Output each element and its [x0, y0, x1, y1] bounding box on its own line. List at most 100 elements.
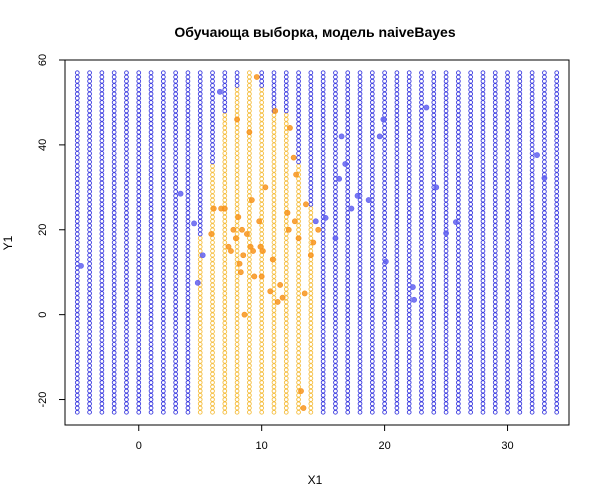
grid-point-blue	[173, 91, 178, 97]
grid-point-blue	[173, 117, 178, 122]
grid-point-orange	[271, 303, 277, 309]
grid-point-blue	[382, 282, 387, 288]
grid-point-blue	[99, 244, 105, 250]
grid-point-blue	[431, 409, 437, 415]
grid-point-blue	[542, 384, 547, 390]
grid-point-orange	[271, 112, 277, 118]
grid-point-blue	[394, 176, 400, 182]
grid-point-blue	[160, 167, 166, 173]
grid-point-blue	[406, 155, 412, 160]
grid-point-orange	[308, 401, 314, 407]
grid-point-blue	[345, 257, 351, 262]
grid-point-blue	[173, 104, 178, 110]
grid-point-blue	[369, 295, 375, 301]
grid-point-orange	[247, 134, 252, 139]
grid-point-blue	[124, 375, 129, 381]
grid-point-orange	[222, 223, 228, 228]
grid-point-blue	[443, 206, 449, 211]
grid-point-blue	[124, 265, 129, 271]
grid-point-blue	[136, 112, 142, 118]
grid-point-blue	[382, 299, 387, 305]
grid-point-blue	[173, 197, 178, 203]
grid-point-blue	[480, 134, 486, 139]
grid-point-blue	[74, 269, 80, 275]
grid-point-blue	[492, 206, 498, 211]
grid-point-orange	[308, 214, 314, 220]
grid-point-blue	[320, 325, 326, 330]
grid-point-blue	[382, 121, 387, 127]
grid-point-blue	[160, 193, 166, 199]
grid-point-orange	[259, 329, 265, 334]
grid-point-blue	[369, 235, 375, 241]
grid-point-blue	[419, 346, 424, 351]
grid-point-blue	[394, 265, 400, 271]
grid-point-orange	[296, 375, 301, 381]
grid-point-orange	[222, 320, 228, 326]
grid-point-orange	[247, 180, 252, 186]
grid-point-blue	[210, 112, 215, 118]
grid-point-blue	[431, 91, 437, 97]
grid-point-blue	[296, 108, 301, 114]
grid-point-blue	[406, 244, 412, 250]
grid-point-blue	[468, 265, 474, 271]
grid-point-blue	[87, 329, 92, 334]
grid-point-blue	[333, 248, 338, 254]
grid-point-blue	[517, 193, 523, 199]
grid-point-blue	[99, 210, 105, 216]
grid-point-blue	[443, 257, 449, 262]
grid-point-blue	[443, 384, 449, 390]
grid-point-blue	[74, 129, 80, 135]
grid-point-blue	[345, 367, 351, 373]
grid-point-blue	[529, 291, 535, 296]
grid-point-orange	[247, 227, 252, 233]
grid-point-blue	[419, 125, 424, 131]
grid-point-blue	[357, 201, 363, 207]
grid-point-blue	[456, 112, 461, 118]
grid-point-orange	[271, 210, 277, 216]
grid-point-blue	[431, 129, 437, 135]
grid-point-blue	[431, 261, 437, 267]
grid-point-blue	[431, 240, 437, 245]
grid-point-blue	[542, 320, 547, 326]
grid-point-blue	[111, 244, 117, 250]
grid-point-orange	[259, 337, 265, 343]
grid-point-blue	[87, 363, 92, 368]
grid-point-blue	[468, 235, 474, 241]
grid-point-blue	[431, 282, 437, 288]
grid-point-blue	[505, 163, 510, 169]
grid-point-blue	[111, 78, 117, 84]
grid-point-blue	[357, 269, 363, 275]
train-point-orange	[291, 218, 298, 225]
grid-point-blue	[468, 159, 474, 165]
grid-point-blue	[456, 104, 461, 110]
grid-point-blue	[99, 257, 105, 262]
grid-point-orange	[296, 363, 301, 368]
grid-point-blue	[173, 78, 178, 84]
train-point-orange	[298, 388, 304, 394]
grid-point-blue	[124, 91, 129, 97]
grid-point-blue	[173, 180, 178, 186]
grid-point-blue	[99, 346, 105, 351]
grid-point-blue	[492, 333, 498, 339]
grid-point-orange	[259, 388, 265, 394]
grid-point-blue	[160, 184, 166, 190]
grid-point-blue	[74, 308, 80, 313]
grid-point-blue	[492, 282, 498, 288]
grid-point-blue	[357, 146, 363, 152]
grid-point-orange	[296, 189, 301, 194]
grid-point-orange	[271, 197, 277, 203]
grid-point-blue	[480, 201, 486, 207]
grid-point-blue	[357, 291, 363, 296]
grid-point-blue	[173, 189, 178, 194]
grid-point-blue	[173, 100, 178, 105]
grid-point-blue	[111, 409, 117, 415]
grid-point-blue	[74, 342, 80, 347]
grid-point-blue	[394, 312, 400, 318]
grid-point-blue	[394, 320, 400, 326]
grid-point-blue	[99, 108, 105, 114]
grid-point-blue	[111, 134, 117, 139]
grid-point-blue	[136, 231, 142, 237]
grid-point-blue	[480, 74, 486, 80]
grid-point-blue	[554, 308, 560, 313]
grid-point-blue	[320, 354, 326, 360]
